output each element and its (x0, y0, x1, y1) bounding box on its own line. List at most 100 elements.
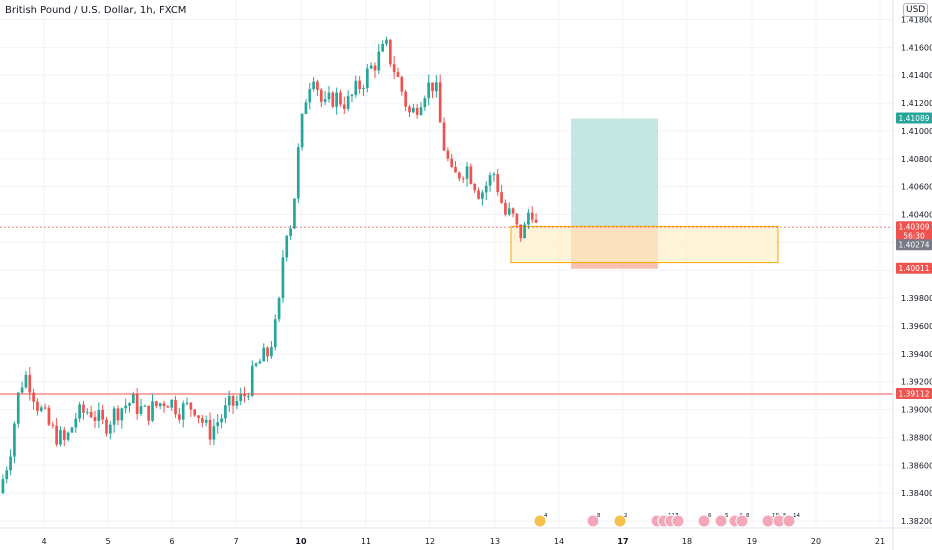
x-tick-label: 6 (169, 537, 174, 546)
candle-body (235, 400, 239, 406)
candle-body (281, 257, 285, 299)
candle-body (500, 192, 503, 203)
candle-body (358, 80, 361, 89)
candle-body (201, 418, 204, 423)
candle-body (511, 208, 515, 214)
candle-body (158, 403, 162, 406)
x-tick-label: 13 (490, 537, 500, 546)
event-flag-icon (586, 514, 600, 528)
x-tick-label: 4 (41, 537, 46, 546)
candle-body (266, 347, 269, 357)
currency-selector[interactable]: USD (903, 3, 929, 17)
candle-body (162, 403, 166, 407)
event-flag-icon (671, 514, 685, 528)
x-tick-label: 20 (811, 537, 821, 546)
candle-body (62, 430, 66, 440)
price-badge (896, 239, 932, 251)
price-badge (896, 262, 932, 274)
event-flag-icon (714, 514, 728, 528)
candle-body (527, 212, 530, 225)
y-tick-label: 1.40600 (901, 183, 932, 192)
candle-body (484, 185, 488, 193)
candle-body (411, 107, 415, 113)
price-badge-label: 1.40309 (898, 223, 929, 232)
candle-body (339, 92, 342, 105)
candle-body (128, 403, 131, 406)
chart-grid (0, 0, 893, 528)
candle-body (216, 422, 220, 427)
y-tick-label: 1.41600 (901, 43, 932, 52)
candle-body (170, 399, 174, 408)
candle-body (1, 479, 5, 494)
candle-body (43, 407, 47, 409)
chart-title: British Pound / U.S. Dollar, 1h, FXCM (5, 5, 187, 16)
price-badge (896, 221, 932, 233)
price-axis[interactable]: 1.41800 1.41600 1.41400 1.41200 1.41000 1.408… (892, 0, 932, 550)
candle-body (59, 430, 62, 445)
y-tick-label: 1.38400 (901, 489, 932, 498)
candle-body (400, 76, 404, 92)
candle-body (120, 408, 124, 421)
candle-body (243, 394, 246, 397)
candle-body (323, 99, 327, 102)
price-badge-label: 56:30 (903, 232, 925, 241)
time-axis[interactable]: 4 5 6 7 10 11 12 13 14 17 18 19 20 21 (0, 527, 932, 546)
candle-body (204, 420, 208, 423)
candle-body (151, 401, 154, 421)
y-tick-label: 1.39600 (901, 322, 932, 331)
candle-body (108, 424, 112, 434)
candle-body (116, 408, 120, 421)
event-count-label: 6 (708, 513, 712, 519)
candle-body (277, 298, 281, 320)
candle-body (461, 178, 465, 180)
candle-body (28, 374, 32, 393)
candle-body (131, 393, 135, 404)
event-flag-icon (782, 514, 796, 528)
y-tick-label: 1.38800 (901, 433, 932, 442)
price-badge (896, 230, 932, 242)
candle-body (435, 82, 438, 92)
candle-body (469, 166, 473, 184)
event-flag-icon (613, 514, 627, 528)
candle-body (97, 410, 101, 421)
candle-body (530, 212, 534, 220)
candle-body (534, 219, 538, 223)
candle-body (143, 405, 147, 407)
candle-body (308, 89, 312, 103)
event-count-label: 2 (624, 513, 628, 519)
x-tick-label: 7 (233, 537, 238, 546)
candle-body (331, 92, 335, 107)
candle-body (415, 107, 419, 115)
candle-body (105, 419, 108, 434)
y-tick-label: 1.39800 (901, 294, 932, 303)
x-tick-label: 17 (617, 537, 628, 546)
x-tick-label: 21 (875, 537, 885, 546)
candle-body (523, 224, 526, 239)
event-flag-icon (697, 514, 711, 528)
y-tick-label: 1.39000 (901, 406, 932, 415)
candle-body (70, 427, 74, 433)
candle-body (13, 423, 16, 457)
event-markers[interactable]: 4821124654818514 (533, 513, 800, 528)
candle-body (239, 394, 243, 401)
candle-body (365, 68, 369, 88)
price-badge (896, 387, 932, 399)
candle-body (442, 122, 446, 151)
candle-body (458, 172, 461, 179)
event-count-label: 4 (544, 513, 548, 519)
candle-body (89, 411, 93, 418)
candle-body (32, 392, 35, 402)
candle-body (155, 401, 158, 406)
candle-body (377, 51, 381, 71)
candle-body (465, 166, 469, 179)
y-tick-label: 1.41400 (901, 71, 932, 80)
candle-body (293, 198, 296, 229)
candle-body (423, 98, 427, 108)
candle-body (212, 426, 216, 440)
candle-body (262, 347, 266, 362)
x-tick-label: 12 (425, 537, 435, 546)
y-tick-label: 1.41000 (901, 127, 932, 136)
candle-body (515, 213, 519, 225)
x-tick-label: 10 (295, 537, 307, 546)
